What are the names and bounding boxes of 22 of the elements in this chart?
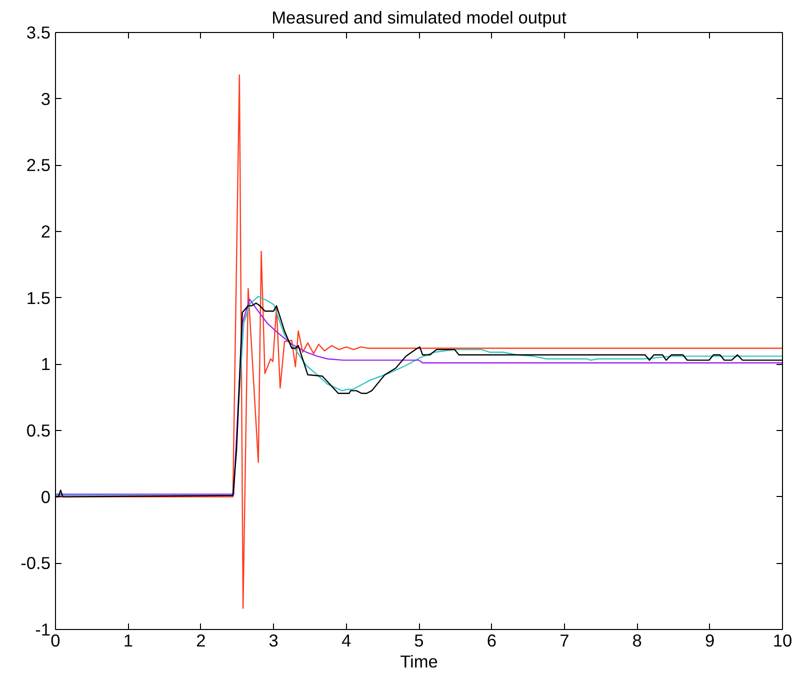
y-tick-label: 0 [40,486,51,507]
y-tick-label: 2.5 [26,155,51,176]
x-tick-label: 1 [123,630,134,650]
chart-title: Measured and simulated model output [272,8,567,28]
x-tick-label: 7 [560,630,570,650]
y-tick-label: 1.5 [26,288,51,308]
x-axis-title: Time [400,652,438,672]
y-tick-label: 0.5 [26,420,51,440]
x-tick-label: 2 [196,630,206,650]
x-tick-label: 10 [772,630,792,650]
y-tick-label: 3 [40,88,51,109]
x-tick-label: 3 [268,630,278,650]
y-tick-label: -1 [35,620,51,640]
x-tick-label: 5 [414,630,424,650]
x-tick-label: 8 [632,630,642,650]
x-tick-label: 6 [486,630,497,650]
y-tick-label: 2 [40,222,51,242]
y-tick-label: 3.5 [26,22,51,42]
y-tick-label: -0.5 [20,553,50,574]
x-tick-label: 9 [704,630,715,650]
x-tick-label: 4 [341,630,352,650]
y-tick-label: 1 [40,354,51,374]
